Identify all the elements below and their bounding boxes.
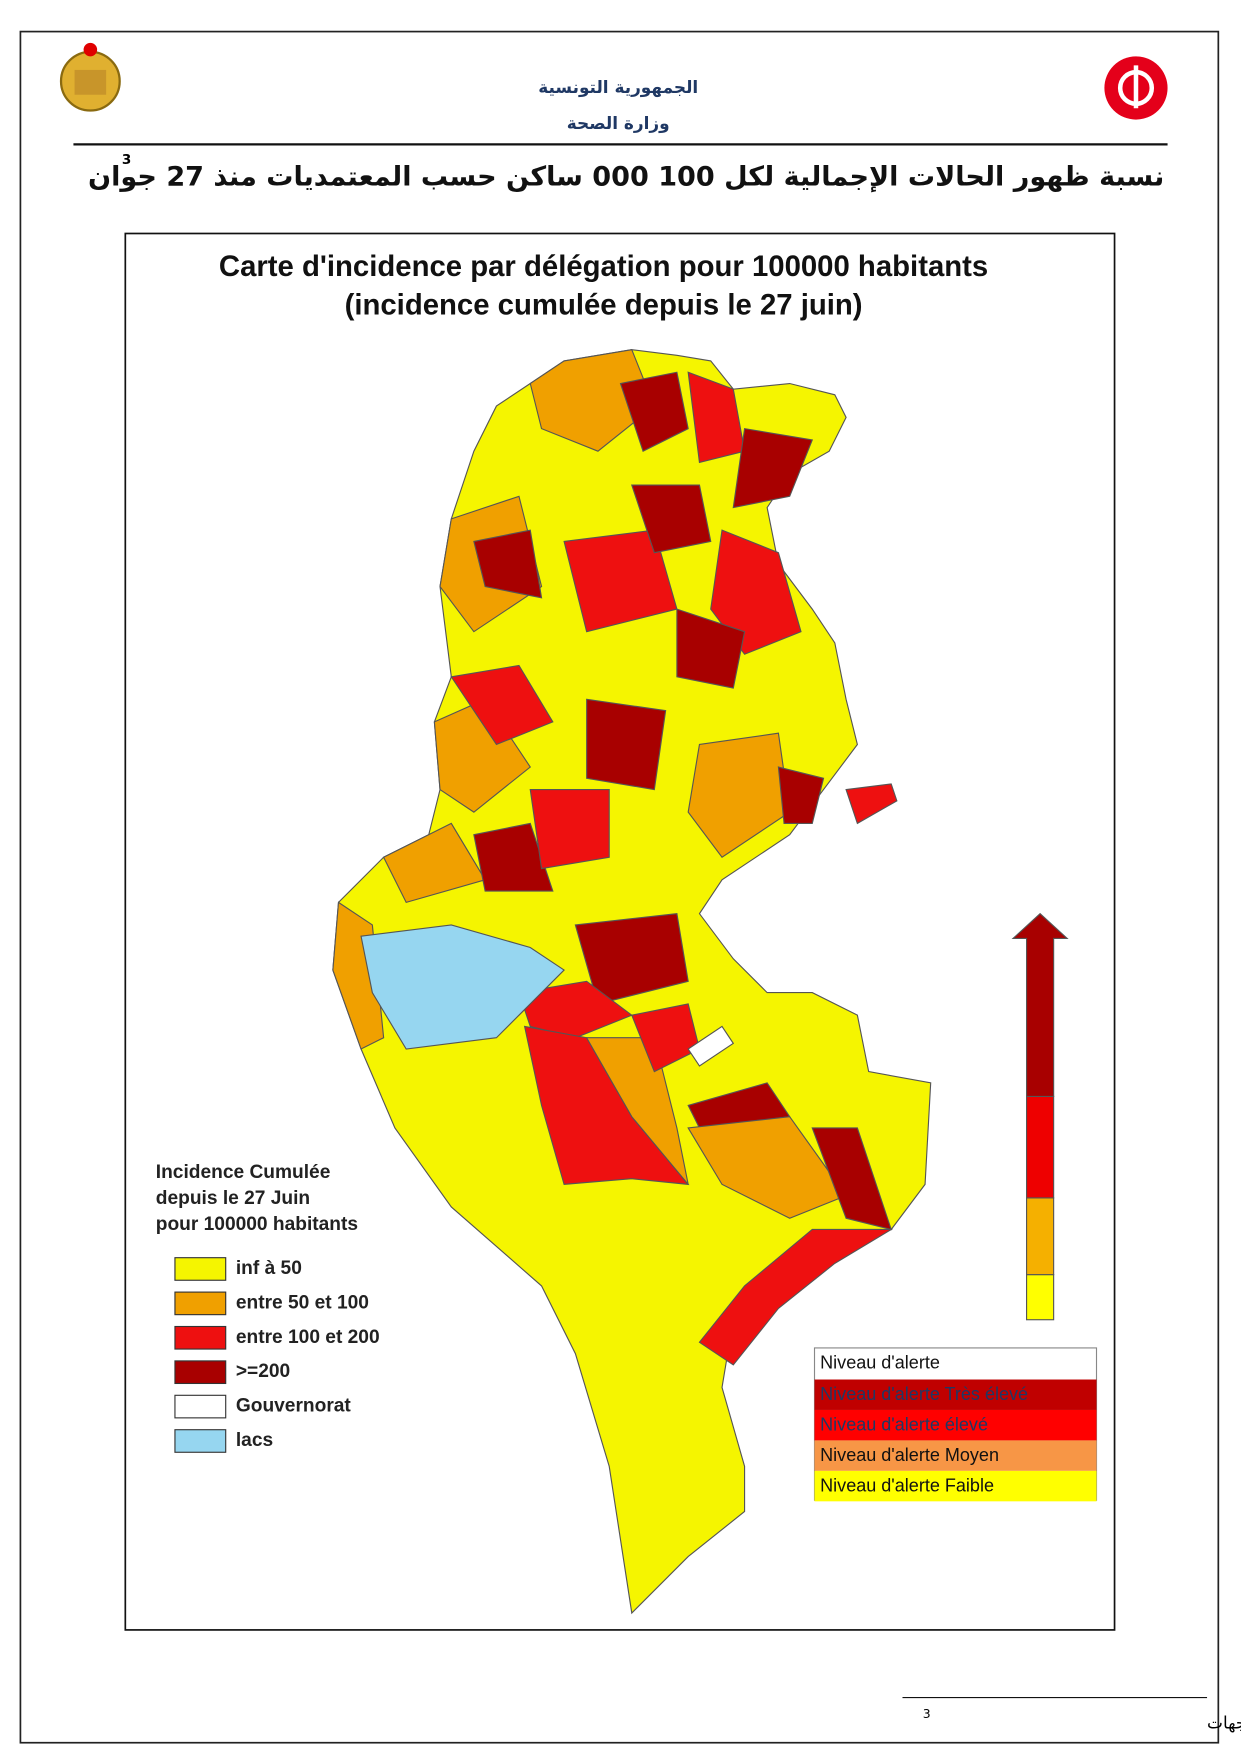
legend-swatch: [174, 1429, 227, 1453]
legend-label: entre 50 et 100: [236, 1292, 369, 1313]
alert-label: Niveau d'alerte Moyen: [820, 1445, 999, 1465]
legend-label: inf à 50: [236, 1258, 302, 1279]
legend-label: entre 100 et 200: [236, 1327, 380, 1348]
alert-swatch: [814, 1470, 1097, 1502]
alert-swatch: [814, 1440, 1097, 1471]
legend-swatch: [174, 1360, 227, 1385]
page-frame: [19, 30, 1220, 1744]
alert-label: Niveau d'alerte élevé: [820, 1415, 988, 1435]
footnote-text: حسب تحيين المعطيات مع الجهات: [1207, 1713, 1241, 1734]
map-title-line1: Carte d'incidence par délégation pour 10…: [219, 250, 988, 283]
alert-arrow: [1011, 912, 1069, 1321]
legend-title: depuis le 27 Juin: [156, 1188, 310, 1209]
header-line2: وزارة الصحة: [567, 113, 670, 134]
legend-label: >=200: [236, 1361, 290, 1382]
emblem: [59, 42, 121, 112]
map-title-line2: (incidence cumulée depuis le 27 juin): [345, 289, 863, 322]
legend-title: Incidence Cumulée: [156, 1162, 331, 1183]
alert-label: Niveau d'alerte Très élevé: [820, 1384, 1028, 1404]
footnote-ref: 3: [923, 1706, 931, 1721]
alert-legend-header: Niveau d'alerte: [820, 1352, 940, 1372]
legend-title: pour 100000 habitants: [156, 1214, 358, 1235]
tunisia-map: [332, 349, 932, 1615]
legend: Incidence Cumulée depuis le 27 Juin pour 1…: [156, 1162, 380, 1453]
legend-swatch: [174, 1257, 227, 1281]
alert-swatch: [814, 1379, 1097, 1410]
legend-swatch: [174, 1325, 227, 1350]
alert-legend: Niveau d'alerte Niveau d'alerte Très éle…: [813, 1347, 1098, 1502]
legend-label: lacs: [236, 1430, 273, 1451]
title-note-ref: 3: [122, 152, 131, 168]
ministry-logo: [1104, 56, 1168, 120]
alert-label: Niveau d'alerte Faible: [820, 1475, 994, 1495]
legend-swatch: [174, 1291, 227, 1316]
legend-label: Gouvernorat: [236, 1396, 352, 1417]
header-line1: الجمهورية التونسية: [538, 77, 698, 98]
page-title: نسبة ظهور الحالات الإجمالية لكل 100 000 …: [88, 162, 1164, 193]
legend-swatch: [174, 1394, 227, 1419]
alert-swatch: [814, 1409, 1097, 1441]
